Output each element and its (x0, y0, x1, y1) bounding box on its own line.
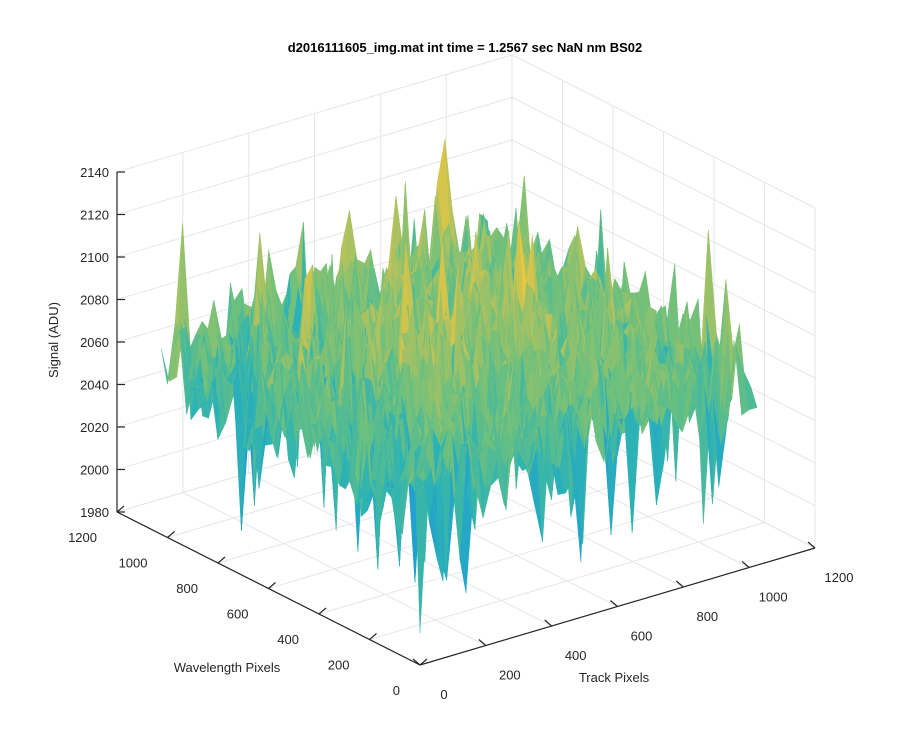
y-tick (217, 556, 226, 564)
y-axis-label: Wavelength Pixels (174, 660, 281, 675)
y-tick-label: 1000 (119, 556, 148, 571)
surface-layer (161, 138, 758, 634)
x-tick (478, 639, 487, 646)
side-wall-grid-line-z (511, 224, 816, 379)
side-wall-grid-line-z (511, 54, 816, 209)
floor-grid-line-y (369, 522, 765, 640)
x-tick-label: 200 (499, 668, 521, 683)
z-tick-label: 2140 (80, 165, 109, 180)
x-tick-label: 600 (631, 629, 653, 644)
z-tick-label: 2020 (80, 420, 109, 435)
x-tick (412, 658, 421, 666)
z-tick-label: 2080 (80, 293, 109, 308)
y-tick-label: 800 (176, 581, 198, 596)
y-tick (419, 658, 428, 666)
x-tick-label: 1000 (759, 590, 788, 605)
x-tick (610, 600, 618, 607)
y-tick (369, 633, 377, 640)
y-tick-label: 400 (277, 632, 299, 647)
x-tick (807, 541, 816, 549)
y-tick-label: 0 (393, 683, 400, 698)
y-tick (318, 607, 327, 615)
z-axis-label: Signal (ADU) (46, 302, 61, 378)
z-tick-label: 2100 (80, 250, 109, 265)
z-tick-label: 2060 (80, 335, 109, 350)
z-tick-label: 2040 (80, 378, 109, 393)
x-tick-label: 0 (440, 687, 447, 702)
back-wall-grid-line-z (116, 97, 513, 215)
y-tick-label: 600 (227, 607, 249, 622)
x-tick (544, 619, 553, 627)
y-tick (116, 505, 125, 513)
y-tick-label: 1200 (68, 530, 97, 545)
back-wall-grid-line-z (116, 54, 513, 173)
z-tick-label: 2120 (80, 208, 109, 223)
side-wall-grid-line-z (511, 97, 816, 251)
floor-grid-line-y (318, 496, 715, 615)
y-tick-label: 200 (328, 658, 350, 673)
z-tick-label: 2000 (80, 463, 109, 478)
x-tick-label: 800 (696, 609, 718, 624)
chart-title: d2016111605_img.mat int time = 1.2567 se… (288, 40, 642, 55)
x-axis-label: Track Pixels (579, 670, 650, 685)
surface-patch (743, 370, 758, 410)
y-tick (268, 582, 276, 589)
x-tick (675, 580, 684, 588)
x-tick-label: 1200 (825, 570, 854, 585)
tick-layer: 0 200 400 600 800 1000 1200 0 200 400 600 800 1000 12… (68, 165, 853, 702)
y-tick (167, 531, 175, 538)
x-tick-label: 400 (565, 648, 587, 663)
side-wall-grid-line-z (511, 139, 816, 294)
side-wall-grid-line-z (511, 182, 816, 336)
x-tick (741, 561, 750, 568)
z-tick-label: 1980 (80, 505, 109, 520)
